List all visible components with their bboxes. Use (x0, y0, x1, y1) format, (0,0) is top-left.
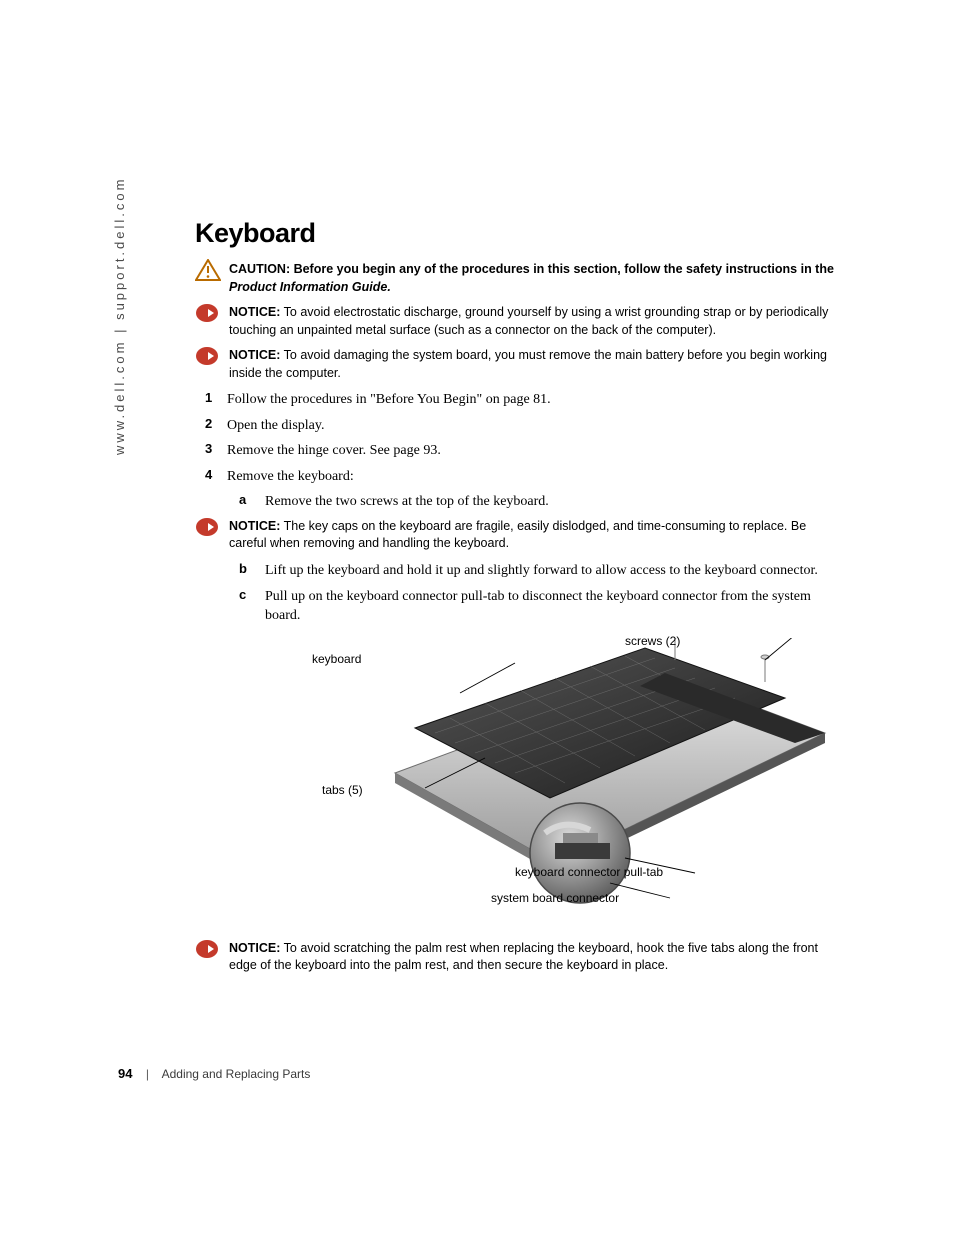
notice-text: NOTICE: The key caps on the keyboard are… (229, 518, 839, 553)
caution-callout: CAUTION: Before you begin any of the pro… (195, 261, 839, 296)
step-text: Open the display. (227, 416, 839, 436)
substep-text: Remove the two screws at the top of the … (265, 492, 839, 512)
step-text: Remove the hinge cover. See page 93. (227, 441, 839, 461)
main-content: Keyboard CAUTION: Before you begin any o… (195, 218, 839, 983)
notice-label: NOTICE: (229, 305, 280, 319)
figure-label-screws: screws (2) (625, 634, 680, 648)
substep-row: b Lift up the keyboard and hold it up an… (239, 561, 839, 581)
keyboard-figure: screws (2) keyboard tabs (5) keyboard co… (195, 638, 839, 928)
notice-body: To avoid electrostatic discharge, ground… (229, 305, 828, 337)
substep-letter: a (239, 492, 265, 507)
notice-callout: NOTICE: To avoid electrostatic discharge… (195, 304, 839, 339)
notice-callout: NOTICE: The key caps on the keyboard are… (195, 518, 839, 553)
notice-body: The key caps on the keyboard are fragile… (229, 519, 806, 551)
substep-text: Lift up the keyboard and hold it up and … (265, 561, 839, 581)
notice-label: NOTICE: (229, 519, 280, 533)
notice-callout: NOTICE: To avoid damaging the system boa… (195, 347, 839, 382)
section-title: Adding and Replacing Parts (162, 1067, 311, 1081)
substep-text: Pull up on the keyboard connector pull-t… (265, 587, 839, 626)
notice-icon (195, 516, 223, 538)
footer-separator: | (146, 1067, 149, 1081)
step-row: 2 Open the display. (205, 416, 839, 436)
page-title: Keyboard (195, 218, 839, 249)
caution-label: CAUTION: (229, 262, 290, 276)
substep-row: a Remove the two screws at the top of th… (239, 492, 839, 512)
page-footer: 94 | Adding and Replacing Parts (118, 1066, 310, 1081)
step-row: 4 Remove the keyboard: (205, 467, 839, 487)
step-text: Follow the procedures in "Before You Beg… (227, 390, 839, 410)
notice-text: NOTICE: To avoid electrostatic discharge… (229, 304, 839, 339)
notice-body: To avoid scratching the palm rest when r… (229, 941, 818, 973)
caution-body: Before you begin any of the procedures i… (290, 262, 834, 276)
notice-icon (195, 302, 223, 324)
keyboard-illustration (365, 638, 835, 928)
sidebar-url: www.dell.com | support.dell.com (112, 0, 127, 225)
step-row: 3 Remove the hinge cover. See page 93. (205, 441, 839, 461)
caution-guide: Product Information Guide. (229, 280, 391, 294)
figure-label-sysboard: system board connector (491, 891, 619, 905)
notice-text: NOTICE: To avoid scratching the palm res… (229, 940, 839, 975)
substep-letter: b (239, 561, 265, 576)
figure-label-tabs: tabs (5) (322, 783, 363, 797)
notice-icon (195, 345, 223, 367)
substep-letter: c (239, 587, 265, 602)
notice-text: NOTICE: To avoid damaging the system boa… (229, 347, 839, 382)
step-number: 1 (205, 390, 227, 405)
notice-body: To avoid damaging the system board, you … (229, 348, 827, 380)
step-text: Remove the keyboard: (227, 467, 839, 487)
notice-label: NOTICE: (229, 941, 280, 955)
caution-text: CAUTION: Before you begin any of the pro… (229, 261, 839, 296)
step-number: 4 (205, 467, 227, 482)
sidebar-url-text: www.dell.com | support.dell.com (112, 225, 127, 455)
step-row: 1 Follow the procedures in "Before You B… (205, 390, 839, 410)
figure-label-pulltab: keyboard connector pull-tab (515, 865, 663, 879)
substep-row: c Pull up on the keyboard connector pull… (239, 587, 839, 626)
caution-icon (195, 259, 223, 281)
notice-icon (195, 938, 223, 960)
notice-callout: NOTICE: To avoid scratching the palm res… (195, 940, 839, 975)
notice-label: NOTICE: (229, 348, 280, 362)
figure-label-keyboard: keyboard (312, 652, 361, 666)
step-number: 3 (205, 441, 227, 456)
page-number: 94 (118, 1066, 132, 1081)
step-number: 2 (205, 416, 227, 431)
